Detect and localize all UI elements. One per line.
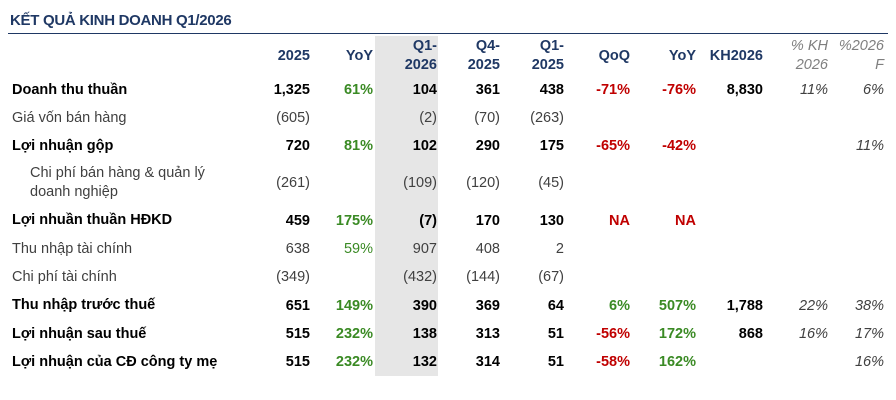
- table-cell: (2): [419, 110, 437, 126]
- table-cell: (70): [474, 110, 500, 126]
- table-cell: 638: [285, 241, 310, 257]
- column-header: Q4-2025: [467, 38, 500, 73]
- table-cell: -76%: [662, 82, 696, 98]
- table-cell: 17%: [854, 326, 884, 342]
- row-label: Lợi nhuận của CĐ công ty mẹ: [12, 353, 218, 370]
- table-cell: 172%: [658, 326, 696, 342]
- table-cell: 1,325: [273, 82, 310, 98]
- table-cell: 162%: [658, 354, 696, 370]
- table-cell: 16%: [854, 354, 884, 370]
- table-cell: (7): [419, 212, 437, 229]
- table-cell: 6%: [863, 82, 884, 98]
- table-cell: 6%: [609, 297, 630, 314]
- column-header: %2026 F: [838, 38, 884, 73]
- table-cell: 2: [555, 241, 564, 257]
- table-cell: (263): [530, 110, 564, 126]
- table-cell: (349): [276, 269, 310, 285]
- row-label: Lợi nhuận sau thuế: [12, 325, 147, 342]
- table-cell: 64: [547, 297, 564, 314]
- row-label: Giá vốn bán hàng: [12, 109, 127, 126]
- table-cell: 11%: [800, 82, 828, 98]
- table-cell: 651: [285, 297, 310, 314]
- table-cell: 38%: [854, 297, 884, 314]
- row-label: Lợi nhuần thuần HĐKD: [12, 212, 173, 228]
- column-header: YoY: [668, 47, 696, 64]
- table-cell: 138: [412, 326, 437, 342]
- table-cell: 16%: [798, 326, 828, 342]
- table-cell: 313: [475, 326, 500, 342]
- table-cell: -58%: [596, 354, 630, 370]
- table-cell: 102: [412, 138, 437, 154]
- table-cell: 51: [547, 354, 564, 370]
- table-cell: (120): [466, 175, 500, 191]
- table-cell: 459: [285, 212, 310, 229]
- table-cell: 8,830: [726, 82, 763, 98]
- table-cell: 61%: [343, 82, 373, 98]
- table-cell: (261): [276, 175, 310, 191]
- table-cell: 130: [539, 212, 564, 229]
- table-cell: 175: [539, 138, 564, 154]
- table-cell: 11%: [856, 138, 884, 154]
- table-cell: 507%: [658, 297, 696, 314]
- table-cell: 132: [412, 354, 437, 370]
- row-label: Chi phí tài chính: [12, 268, 117, 285]
- table-cell: 104: [412, 82, 437, 98]
- table-cell: 232%: [335, 326, 373, 342]
- table-cell: 22%: [798, 297, 828, 314]
- table-cell: 720: [285, 138, 310, 154]
- row-label: Chi phí bán hàng & quản lý doanh nghiệp: [30, 165, 205, 200]
- table-cell: (605): [276, 110, 310, 126]
- table-cell: 170: [475, 212, 500, 229]
- table-cell: 59%: [343, 241, 373, 257]
- table-cell: 290: [475, 138, 500, 154]
- table-cell: 314: [475, 354, 500, 370]
- column-header: 2025: [277, 47, 310, 64]
- table-cell: 907: [412, 241, 437, 257]
- table-cell: 149%: [335, 297, 373, 314]
- table-cell: (144): [466, 269, 500, 285]
- column-header: QoQ: [598, 47, 630, 64]
- table-cell: (432): [403, 269, 437, 285]
- table-cell: (45): [538, 175, 564, 191]
- table-cell: NA: [675, 212, 696, 229]
- table-cell: NA: [609, 212, 630, 229]
- column-header: % KH 2026: [790, 38, 828, 73]
- row-label: Lợi nhuận gộp: [12, 137, 114, 154]
- row-label: Thu nhập trước thuế: [12, 297, 156, 313]
- column-header: Q1-2026: [404, 38, 437, 73]
- highlight-column: [375, 36, 438, 376]
- table-cell: 369: [475, 297, 500, 314]
- table-cell: (67): [538, 269, 564, 285]
- table-cell: 408: [475, 241, 500, 257]
- table-cell: -65%: [596, 138, 630, 154]
- table-cell: 390: [412, 297, 437, 314]
- table-cell: 515: [285, 354, 310, 370]
- table-cell: (109): [403, 175, 437, 191]
- table-cell: 51: [547, 326, 564, 342]
- table-cell: 175%: [335, 212, 373, 229]
- table-cell: -56%: [596, 326, 630, 342]
- title-rule: [8, 33, 888, 34]
- row-label: Doanh thu thuần: [12, 81, 128, 98]
- table-cell: -71%: [596, 82, 630, 98]
- table-cell: 868: [738, 326, 763, 342]
- table-cell: 515: [285, 326, 310, 342]
- table-cell: -42%: [662, 138, 696, 154]
- table-cell: 1,788: [726, 297, 763, 314]
- row-label: Thu nhập tài chính: [12, 240, 133, 257]
- table-cell: 81%: [343, 138, 373, 154]
- column-header: KH2026: [709, 47, 763, 64]
- column-header: Q1-2025: [531, 38, 564, 73]
- table-cell: 361: [475, 82, 500, 98]
- title: KẾT QUẢ KINH DOANH Q1/2026: [10, 12, 232, 29]
- table-cell: 232%: [335, 354, 373, 370]
- table-cell: 438: [539, 82, 564, 98]
- column-header: YoY: [345, 47, 373, 64]
